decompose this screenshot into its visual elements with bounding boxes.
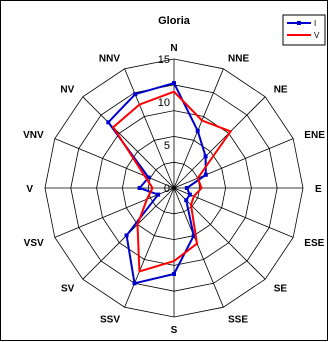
grid-spoke [173, 96, 266, 189]
legend: IV [282, 14, 326, 46]
series-line [106, 81, 207, 285]
direction-label: NNE [228, 54, 249, 65]
direction-label: V [26, 184, 33, 195]
data-point [146, 175, 151, 180]
direction-label: VSV [24, 238, 44, 249]
series-layer [106, 81, 233, 286]
grid-spoke [54, 187, 175, 238]
spoke-layer [45, 59, 303, 317]
data-point [124, 233, 129, 238]
direction-label: SE [274, 284, 288, 295]
series-i [106, 81, 208, 286]
grid-spoke [124, 187, 175, 308]
data-point [203, 154, 208, 159]
series-line [111, 90, 233, 273]
direction-label: VNV [23, 130, 44, 141]
legend-box [282, 14, 326, 46]
direction-label: ENE [304, 130, 325, 141]
legend-label: I [314, 19, 316, 28]
legend-label: V [314, 31, 320, 40]
data-point [137, 186, 142, 190]
grid-spoke [82, 96, 175, 189]
data-point [172, 81, 176, 86]
data-point [132, 281, 137, 286]
direction-label: E [315, 184, 322, 195]
grid-spoke [54, 138, 175, 189]
data-point [133, 92, 138, 97]
data-point [106, 120, 111, 125]
radial-tick-label: 0 [164, 183, 170, 195]
radial-tick-label: 15 [158, 54, 170, 66]
data-point [184, 198, 189, 203]
data-point [156, 192, 161, 197]
grid-spoke [173, 138, 294, 189]
data-point [191, 233, 196, 238]
direction-label: ESE [304, 238, 324, 249]
data-point [172, 272, 176, 276]
series-v [111, 90, 233, 273]
grid-spoke [124, 68, 175, 189]
data-point [195, 128, 200, 133]
direction-label: NV [60, 84, 74, 95]
data-point [187, 192, 192, 197]
direction-label: SSE [228, 314, 248, 325]
label-layer: N NNE NE ENE E ESE SE SSE S SSV SV VSV V VNV NV NNV 0 5 10… [23, 43, 325, 336]
grid-spoke [173, 187, 266, 280]
direction-label: NNV [99, 54, 120, 65]
radial-tick-label: 10 [158, 97, 170, 109]
grid-spoke [173, 68, 224, 189]
direction-label: S [171, 325, 178, 336]
chart-title: Gloria [158, 15, 191, 27]
legend-marker [297, 21, 301, 25]
data-point [203, 172, 208, 177]
direction-label: N [170, 43, 177, 54]
radial-tick-label: 5 [164, 140, 170, 152]
direction-label: NE [274, 84, 288, 95]
direction-label: SV [61, 284, 75, 295]
direction-label: SSV [100, 314, 120, 325]
grid-spoke [173, 187, 224, 308]
data-point [184, 186, 189, 190]
